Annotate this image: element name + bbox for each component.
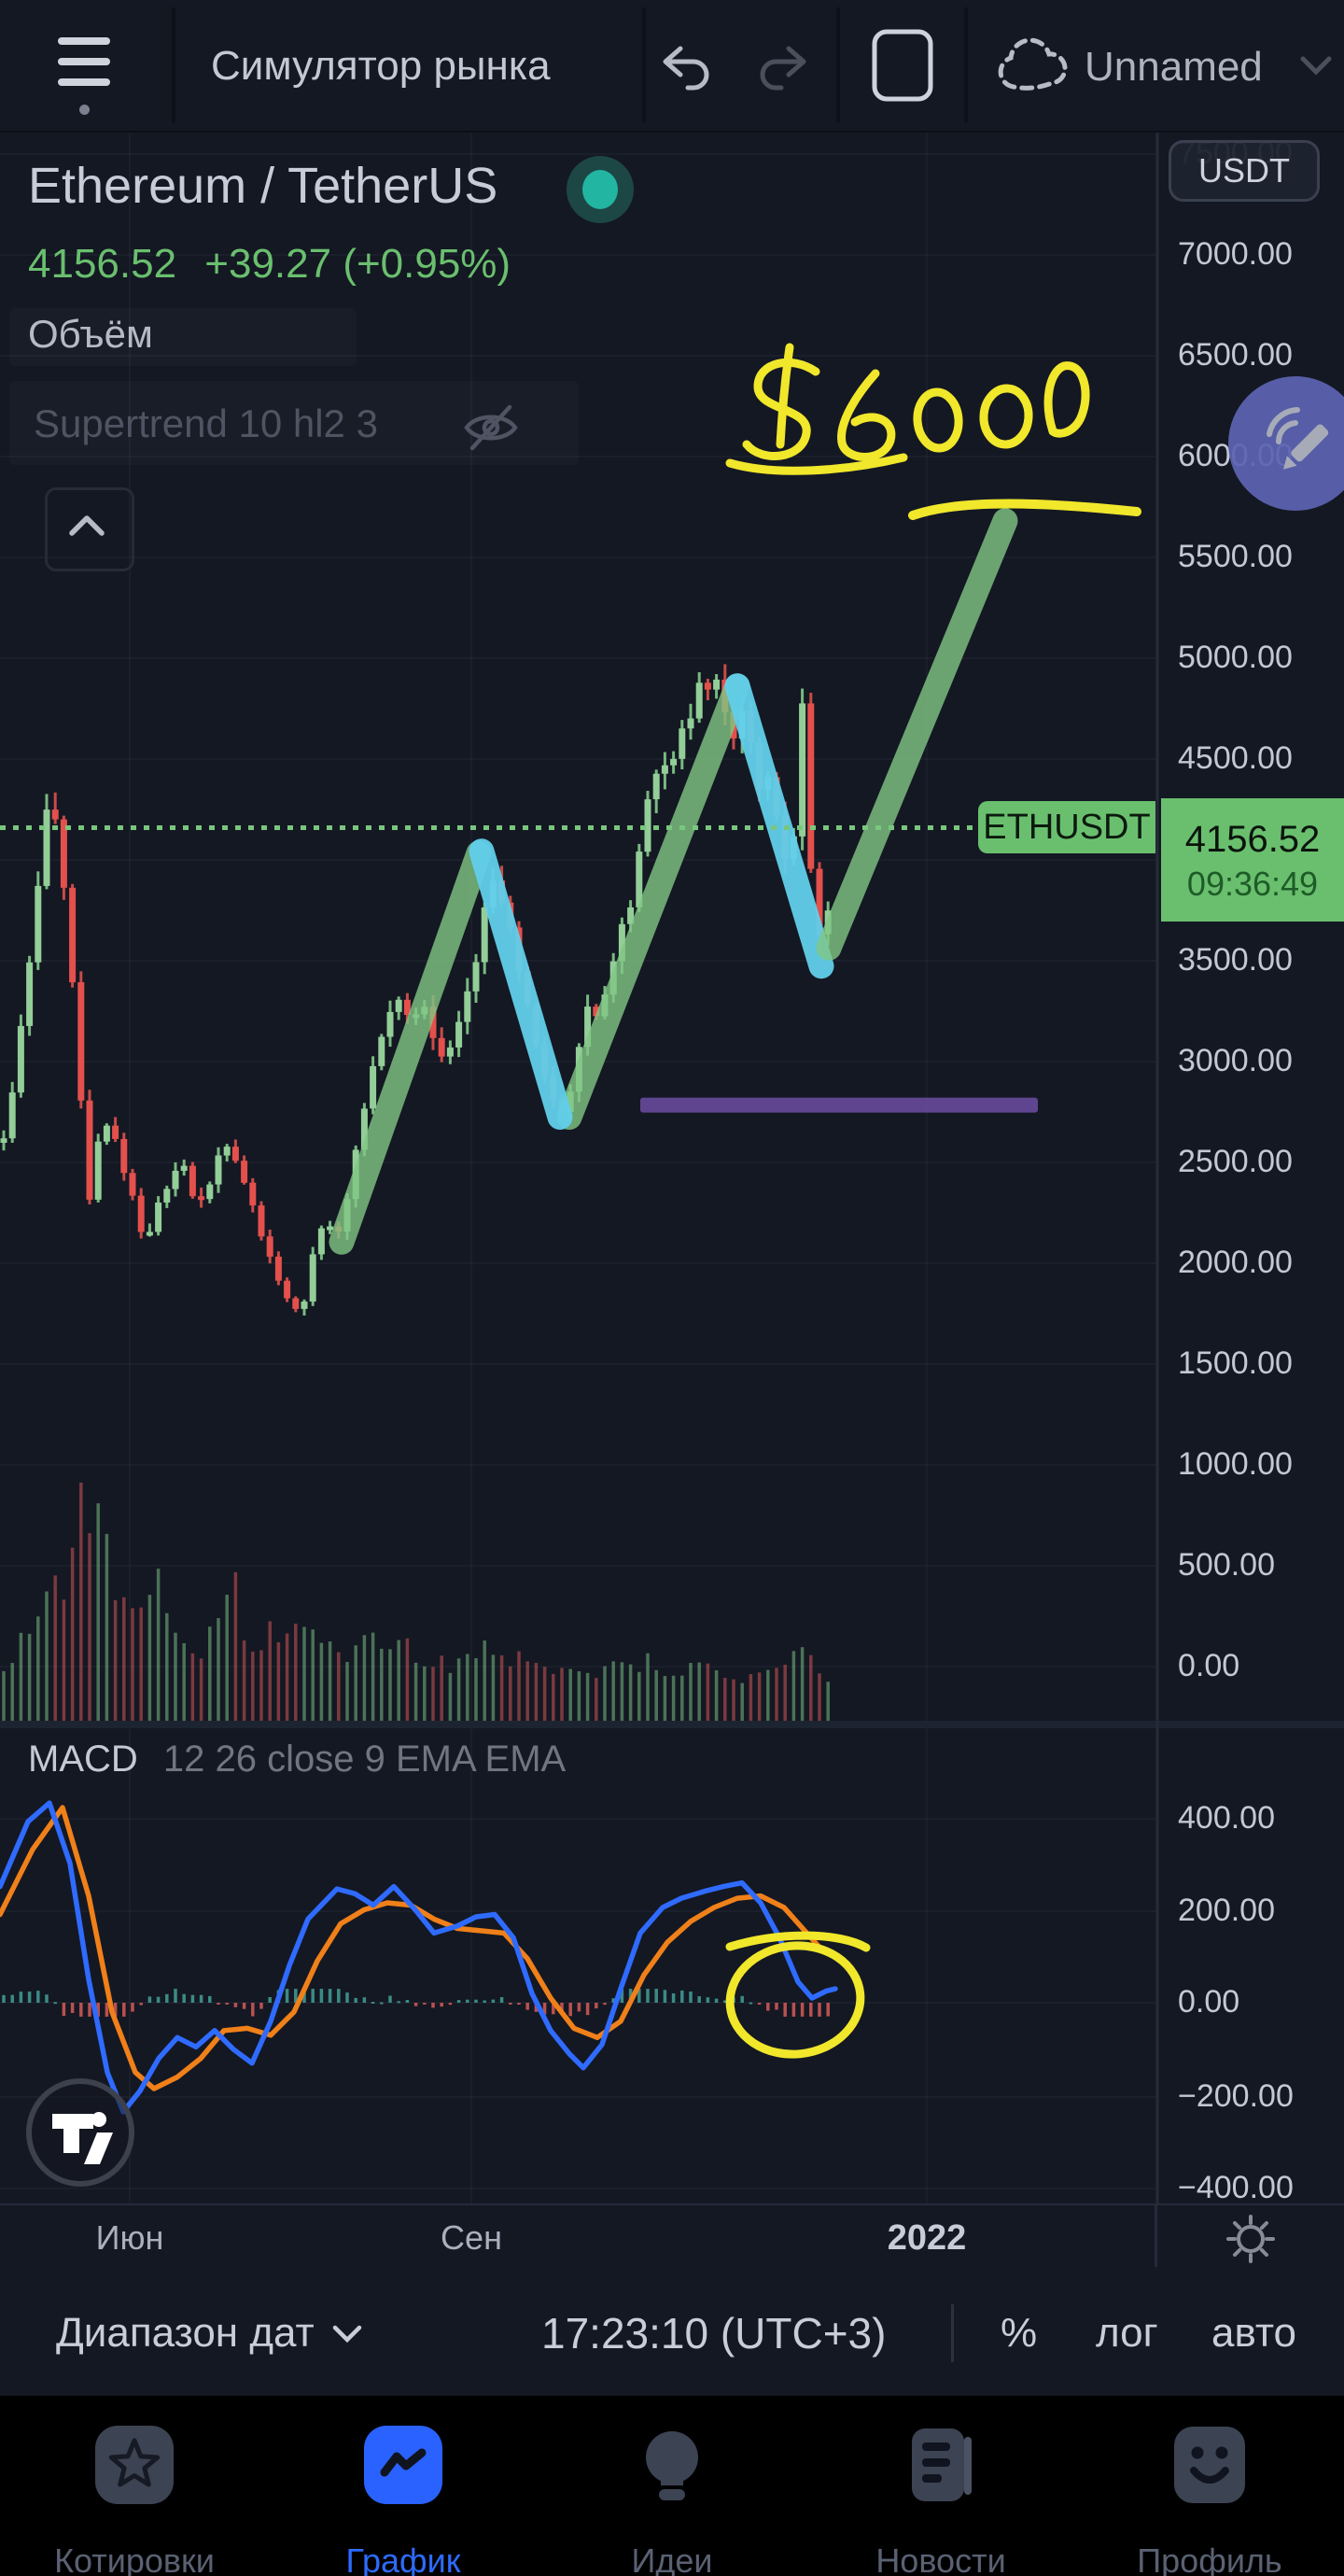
price-axis-label: 0.00 bbox=[1178, 1648, 1240, 1683]
bar-countdown: 09:36:49 bbox=[1186, 865, 1319, 903]
undo-button[interactable] bbox=[646, 28, 730, 103]
market-status-dot[interactable] bbox=[567, 156, 634, 223]
axis-corner-divider bbox=[1155, 2205, 1157, 2267]
nav-item-profile[interactable]: Профиль bbox=[1075, 2418, 1344, 2576]
macd-params: 12 26 close 9 EMA EMA bbox=[162, 1738, 567, 1780]
divider bbox=[964, 7, 968, 123]
percent-scale-button[interactable]: % bbox=[1001, 2310, 1038, 2356]
last-price: 4156.52 bbox=[28, 241, 177, 287]
layout-name[interactable]: Unnamed bbox=[1085, 44, 1263, 90]
price-axis-label: 200.00 bbox=[1178, 1893, 1275, 1928]
price-axis-label: 1500.00 bbox=[1178, 1345, 1293, 1381]
price-axis-label: −400.00 bbox=[1178, 2170, 1294, 2205]
price-axis-label: 500.00 bbox=[1178, 1547, 1275, 1583]
price-axis-label: 1000.00 bbox=[1178, 1446, 1293, 1482]
session-clock[interactable]: 17:23:10 (UTC+3) bbox=[541, 2309, 887, 2358]
snapshot-button[interactable] bbox=[861, 28, 945, 103]
nav-item-news[interactable]: Новости bbox=[806, 2418, 1075, 2576]
chart-icon bbox=[364, 2426, 442, 2504]
divider bbox=[642, 7, 646, 123]
time-axis[interactable]: Июн Сен 2022 bbox=[0, 2203, 1344, 2273]
news-icon bbox=[912, 2428, 972, 2501]
cloud-save-button[interactable] bbox=[986, 28, 1079, 103]
axis-last-price: 4156.52 bbox=[1184, 819, 1321, 860]
nav-item-chart[interactable]: График bbox=[269, 2418, 538, 2576]
menu-button[interactable] bbox=[34, 21, 136, 115]
window-title: Симулятор рынка bbox=[211, 43, 551, 89]
price-axis-label: 3500.00 bbox=[1178, 942, 1293, 978]
bottom-navigation: Котировки График Идеи bbox=[0, 2396, 1344, 2576]
chart-canvas[interactable] bbox=[0, 131, 1344, 2203]
currency-toggle-badge[interactable]: USDT bbox=[1169, 140, 1320, 202]
top-toolbar: Симулятор рынка Unnamed bbox=[0, 0, 1344, 133]
last-price-row: 4156.52 +39.27 (+0.95%) bbox=[28, 241, 511, 288]
indicator-hidden-button[interactable] bbox=[459, 401, 523, 454]
tradingview-logo-icon bbox=[26, 2078, 134, 2187]
price-axis-label: 6500.00 bbox=[1178, 337, 1293, 373]
layout-chevron-button[interactable] bbox=[1299, 54, 1333, 77]
price-axis-label: 2000.00 bbox=[1178, 1245, 1293, 1280]
macd-title: MACD bbox=[28, 1738, 138, 1780]
chevron-down-icon bbox=[332, 2325, 361, 2344]
divider bbox=[836, 7, 840, 123]
nav-item-ideas[interactable]: Идеи bbox=[538, 2418, 806, 2576]
time-axis-label: Июн bbox=[95, 2218, 164, 2257]
eye-off-icon bbox=[464, 404, 518, 451]
chevron-up-icon bbox=[69, 515, 105, 536]
menu-icon bbox=[58, 37, 110, 45]
price-change: +39.27 (+0.95%) bbox=[204, 241, 511, 287]
price-axis-label: 4500.00 bbox=[1178, 740, 1293, 776]
star-icon bbox=[95, 2426, 174, 2504]
pencil-icon bbox=[1267, 407, 1329, 470]
tradingview-logo[interactable] bbox=[24, 2076, 136, 2189]
redo-button[interactable] bbox=[739, 28, 823, 103]
sun-icon bbox=[1226, 2215, 1275, 2263]
price-axis-label: 0.00 bbox=[1178, 1984, 1240, 2020]
last-price-axis-label: 4156.52 09:36:49 bbox=[1161, 798, 1344, 922]
price-axis-label: −200.00 bbox=[1178, 2078, 1294, 2114]
divider bbox=[172, 7, 175, 123]
price-axis-label: 3000.00 bbox=[1178, 1043, 1293, 1078]
volume-indicator-label[interactable]: Объём bbox=[28, 312, 153, 356]
symbol-title[interactable]: Ethereum / TetherUS bbox=[28, 158, 498, 214]
log-scale-button[interactable]: лог bbox=[1096, 2310, 1158, 2356]
time-axis-label: Сен bbox=[441, 2218, 502, 2257]
drawing-mode-fab[interactable] bbox=[1228, 376, 1344, 511]
frame-icon bbox=[872, 29, 933, 102]
redo-icon bbox=[760, 46, 806, 91]
theme-toggle-button[interactable] bbox=[1225, 2213, 1277, 2265]
cloud-icon bbox=[998, 37, 1068, 91]
bottom-toolbar: Диапазон дат 17:23:10 (UTC+3) % лог авто bbox=[0, 2271, 1344, 2396]
time-axis-label-year: 2022 bbox=[887, 2218, 967, 2258]
profile-icon bbox=[1174, 2427, 1245, 2503]
nav-item-quotes[interactable]: Котировки bbox=[0, 2418, 269, 2576]
price-axis-label: 5500.00 bbox=[1178, 539, 1293, 574]
price-target-annotation bbox=[725, 343, 1141, 2059]
auto-scale-button[interactable]: авто bbox=[1211, 2310, 1297, 2356]
supertrend-indicator-label[interactable]: Supertrend 10 hl2 3 bbox=[34, 401, 378, 445]
divider bbox=[951, 2304, 954, 2362]
chevron-down-icon bbox=[1300, 56, 1332, 76]
bulb-icon bbox=[646, 2431, 698, 2500]
macd-indicator-label[interactable]: MACD 12 26 close 9 EMA EMA bbox=[28, 1738, 566, 1781]
price-axis-label: 7000.00 bbox=[1178, 236, 1293, 272]
menu-badge-dot bbox=[79, 105, 90, 115]
undo-icon bbox=[663, 46, 709, 91]
date-range-button[interactable]: Диапазон дат bbox=[56, 2271, 365, 2396]
collapse-legend-button[interactable] bbox=[45, 487, 134, 571]
price-axis-label: 5000.00 bbox=[1178, 640, 1293, 675]
price-axis-label: 400.00 bbox=[1178, 1800, 1275, 1836]
symbol-price-tag: ETHUSDT bbox=[978, 801, 1155, 853]
price-axis-label: 2500.00 bbox=[1178, 1144, 1293, 1179]
